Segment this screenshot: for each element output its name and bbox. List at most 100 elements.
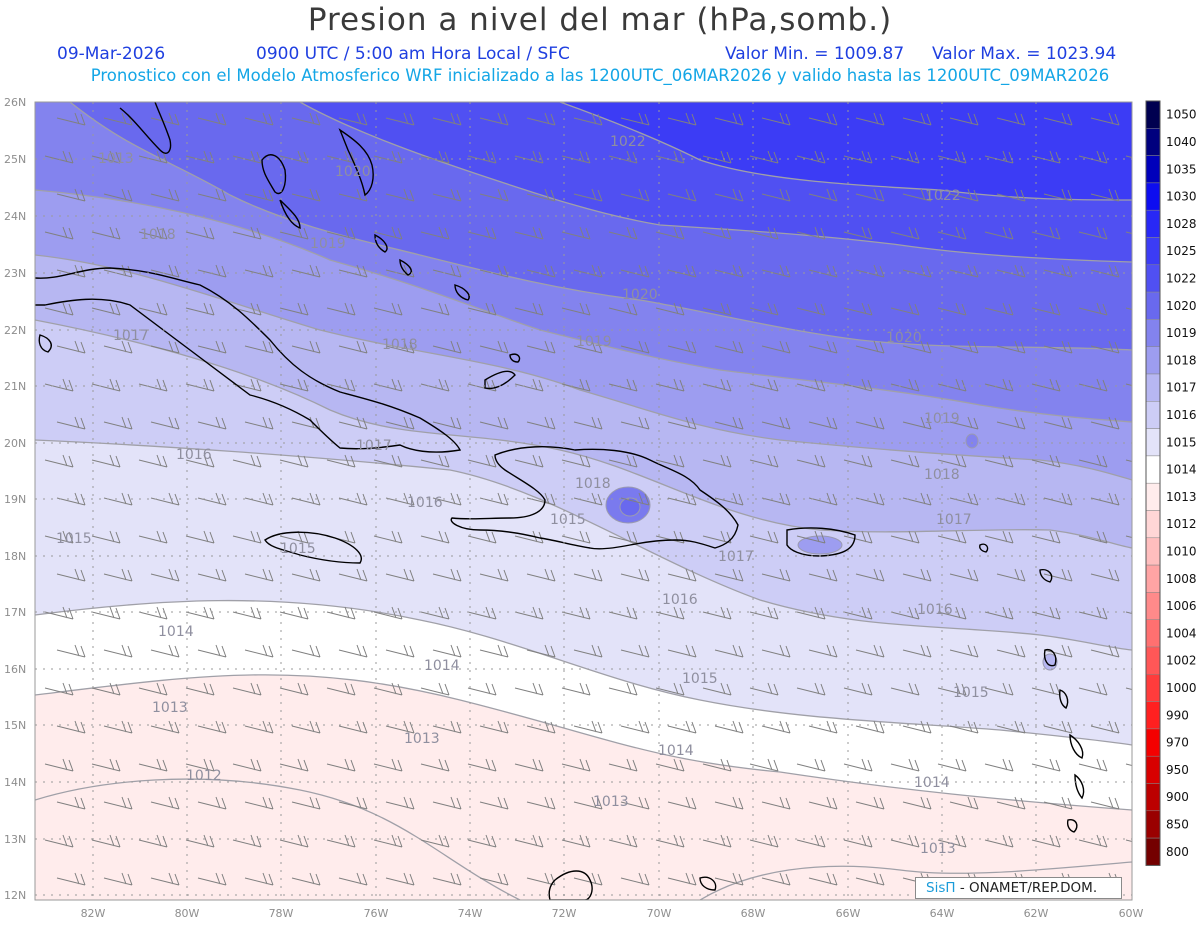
wind-barb	[667, 568, 697, 582]
wind-barb	[667, 492, 697, 506]
wind-barb	[843, 454, 873, 468]
wind-barb	[1031, 454, 1061, 468]
wind-barb	[432, 264, 462, 278]
wind-barb	[44, 834, 74, 848]
wind-barb	[420, 530, 450, 544]
contour-label: 1013	[98, 151, 134, 167]
wind-barb	[573, 568, 603, 582]
wind-barb	[44, 682, 74, 696]
wind-barb	[655, 302, 685, 316]
wind-barb	[1043, 568, 1073, 582]
wind-barb	[420, 682, 450, 696]
wind-barb	[890, 226, 920, 240]
wind-barb	[843, 834, 873, 848]
wind-barb	[185, 226, 215, 240]
wind-barb	[432, 720, 462, 734]
wind-barb	[573, 872, 603, 886]
contour-label: 1013	[152, 700, 188, 716]
wind-barb	[373, 606, 403, 620]
wind-barb	[103, 340, 133, 354]
wind-barb	[338, 644, 368, 658]
wind-barb	[185, 302, 215, 316]
wind-barb	[1138, 873, 1166, 885]
wind-barb	[185, 454, 215, 468]
wind-barb	[197, 112, 227, 126]
lat-label: 24N	[4, 210, 26, 223]
wind-barb	[244, 644, 274, 658]
wind-barb	[1031, 758, 1061, 772]
wind-barb	[1078, 758, 1108, 772]
contour-label: 1017	[936, 512, 972, 528]
wind-barb	[608, 302, 638, 316]
wind-barb	[667, 340, 697, 354]
wind-barb	[561, 606, 591, 620]
wind-barb	[749, 834, 779, 848]
lat-label: 26N	[4, 96, 26, 109]
wind-barb	[855, 416, 885, 430]
wind-barb	[902, 416, 932, 430]
wind-barb	[150, 416, 180, 430]
wind-barb	[526, 720, 556, 734]
wind-barb	[44, 606, 74, 620]
wind-barb	[902, 188, 932, 202]
wind-barb	[655, 378, 685, 392]
colorbar-label: 900	[1166, 790, 1189, 804]
wind-barb	[1078, 454, 1108, 468]
wind-barb	[1125, 383, 1132, 387]
wind-barb	[232, 834, 262, 848]
colorbar-swatch	[1145, 319, 1161, 347]
wind-barb	[479, 872, 509, 886]
wind-barb	[1125, 231, 1132, 235]
wind-barb	[526, 416, 556, 430]
contour-label: 1020	[622, 287, 658, 303]
lat-label: 16N	[4, 663, 26, 676]
wind-barb	[467, 606, 497, 620]
wind-barb	[103, 188, 133, 202]
wind-barb	[514, 834, 544, 848]
wind-barb	[244, 872, 274, 886]
wind-barb	[855, 264, 885, 278]
credit-box: SisΠ - ONAMET/REP.DOM.	[915, 877, 1122, 899]
colorbar-label: 1017	[1166, 381, 1197, 395]
wind-barb	[855, 188, 885, 202]
wind-barb	[514, 682, 544, 696]
wind-barb	[937, 606, 967, 620]
wind-barb	[761, 416, 791, 430]
wind-barb	[561, 302, 591, 316]
contour-label: 1020	[335, 164, 371, 180]
wind-barb	[808, 568, 838, 582]
colorbar-swatch	[1145, 482, 1161, 511]
wind-barb	[432, 872, 462, 886]
wind-barb	[1125, 459, 1132, 463]
wind-barb	[996, 492, 1026, 506]
map-title: Presion a nivel del mar (hPa,somb.)	[307, 2, 893, 38]
wind-barb	[467, 758, 497, 772]
contour-label: 1014	[158, 624, 194, 640]
wind-barb	[232, 226, 262, 240]
contour-label: 1018	[924, 467, 960, 483]
wind-barb	[420, 834, 450, 848]
wind-barb	[279, 302, 309, 316]
wind-barb	[291, 872, 321, 886]
wind-barb	[1043, 340, 1073, 354]
colorbar-swatch	[1145, 155, 1161, 184]
wind-barb	[890, 606, 920, 620]
wind-barb	[326, 682, 356, 696]
wind-barb	[373, 454, 403, 468]
colorbar-swatch	[1145, 592, 1161, 620]
colorbar-swatch	[1145, 237, 1161, 266]
wind-barb	[385, 112, 415, 126]
colorbar-label: 1050	[1166, 108, 1197, 122]
wind-barb	[620, 796, 650, 810]
wind-barb	[984, 682, 1014, 696]
contour-label: 1019	[924, 411, 960, 427]
wind-barb	[232, 682, 262, 696]
colorbar-label: 1019	[1166, 326, 1197, 340]
wind-barb	[1078, 530, 1108, 544]
wind-barb	[279, 682, 309, 696]
wind-barb	[620, 872, 650, 886]
wind-barb	[1031, 302, 1061, 316]
wind-barb	[185, 758, 215, 772]
wind-barb	[338, 340, 368, 354]
lon-axis: 82W 80W 78W 76W 74W 72W 70W 68W 66W 64W …	[81, 907, 1144, 920]
